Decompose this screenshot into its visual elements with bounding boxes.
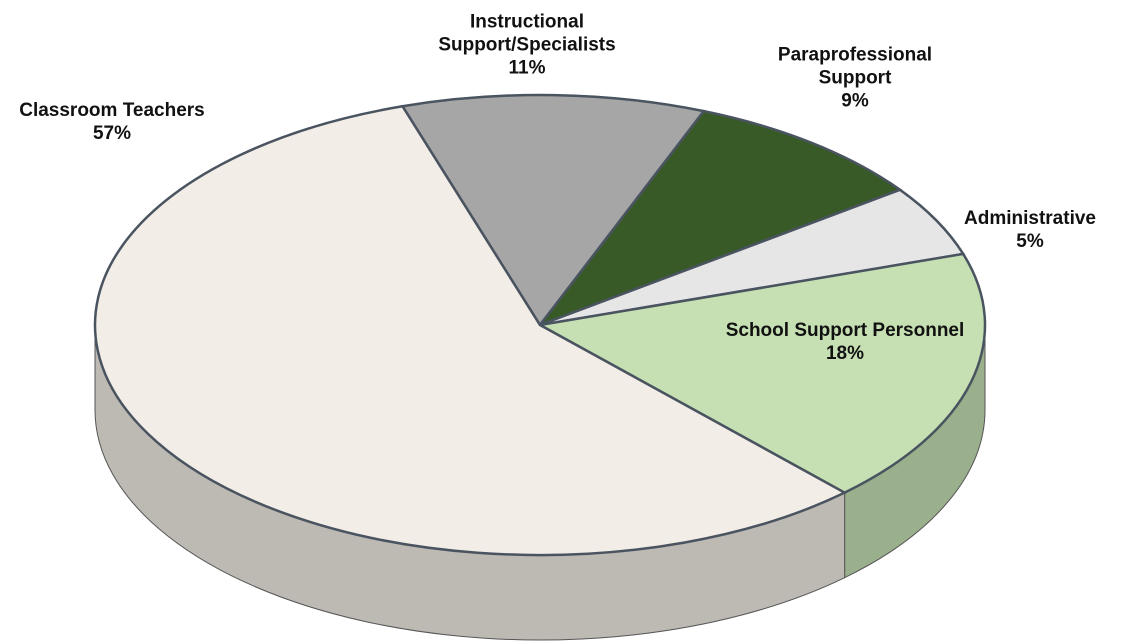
slice-label: Paraprofessional Support 9% [755, 44, 955, 113]
category-label: Classroom Teachers [19, 100, 205, 121]
slice-label: Administrative 5% [930, 207, 1122, 253]
value-label: 5% [1016, 231, 1044, 252]
category-label: School Support Personnel [725, 320, 965, 341]
category-label: Administrative [964, 208, 1096, 229]
pie-slice [93, 104, 848, 557]
pie-slice [536, 252, 987, 495]
slice-label: Instructional Support/Specialists 11% [402, 11, 652, 80]
value-label: 57% [92, 123, 132, 144]
value-label: 11% [508, 57, 546, 79]
pie-slice [536, 109, 903, 328]
value-label: 18% [825, 343, 865, 364]
slice-label: Classroom Teachers 57% [0, 99, 227, 145]
slice-label: School Support Personnel 18% [695, 319, 995, 365]
category-label: Instructional Support/Specialists [438, 11, 616, 56]
category-label: Paraprofessional Support [777, 44, 933, 89]
value-label: 9% [841, 90, 869, 112]
pie-slice [400, 93, 707, 328]
